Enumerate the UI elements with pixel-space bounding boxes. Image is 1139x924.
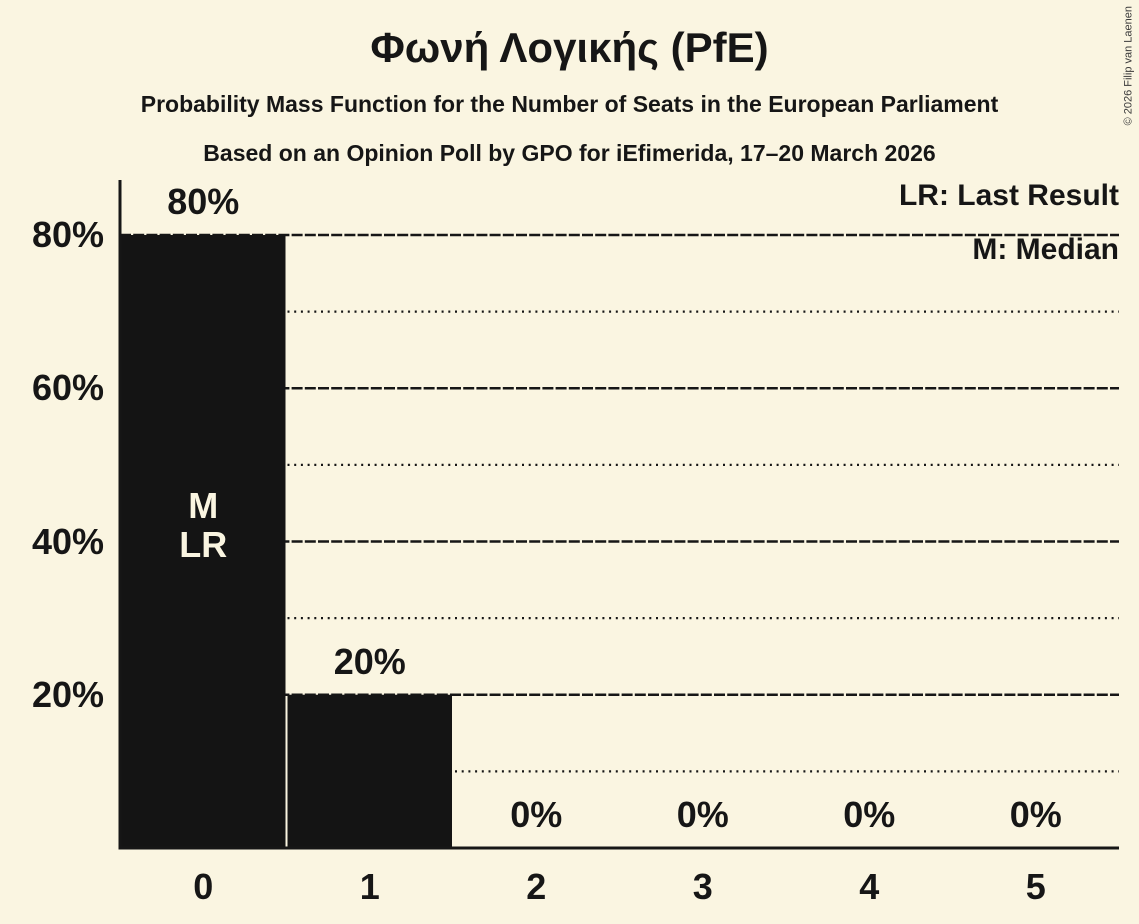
bar-value-label-5: 0% xyxy=(1009,794,1062,835)
bar-value-label-3: 0% xyxy=(676,794,729,835)
page-title: Φωνή Λογικής (PfE) xyxy=(370,24,769,71)
y-tick-label-60: 60% xyxy=(31,367,104,409)
chart-subtitle: Probability Mass Function for the Number… xyxy=(140,91,999,117)
x-tick-label-0: 0 xyxy=(193,866,214,907)
y-tick-label-40: 40% xyxy=(31,520,104,562)
bar-seats-1 xyxy=(287,694,452,848)
x-tick-label-4: 4 xyxy=(859,866,880,907)
bar-annotation-median-lr: M LR xyxy=(179,485,228,565)
bar-value-label-0: 80% xyxy=(167,181,240,222)
bar-value-label-2: 0% xyxy=(510,794,563,835)
bar-seats-0 xyxy=(121,235,286,848)
y-tick-label-20: 20% xyxy=(31,673,104,715)
x-tick-label-1: 1 xyxy=(359,866,380,907)
x-tick-label-3: 3 xyxy=(692,866,713,907)
x-tick-label-5: 5 xyxy=(1025,866,1046,907)
bar-value-label-4: 0% xyxy=(843,794,896,835)
bar-value-label-1: 20% xyxy=(333,640,406,682)
x-tick-label-2: 2 xyxy=(526,866,547,907)
legend-last-result: LR: Last Result xyxy=(898,179,1119,212)
chart-source-line: Based on an Opinion Poll by GPO for iEfi… xyxy=(203,140,936,166)
legend-median: M: Median xyxy=(972,233,1119,266)
y-tick-label-80: 80% xyxy=(31,214,104,255)
